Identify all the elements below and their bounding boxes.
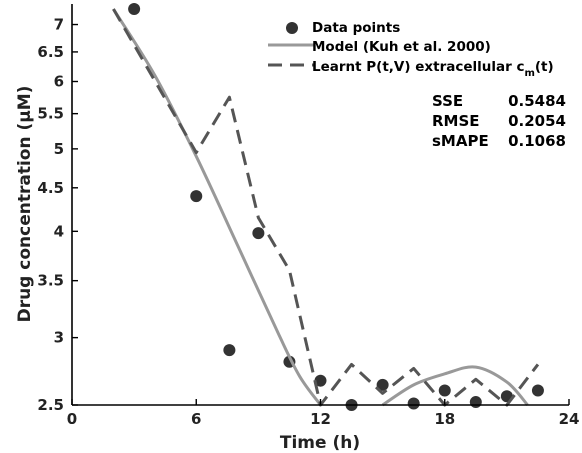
y-tick-label: 5: [54, 140, 64, 158]
legend: Data points Model (Kuh et al. 2000) Learnt…: [268, 20, 554, 79]
y-axis-title: Drug concentration (μM): [15, 86, 35, 323]
y-tick-label: 5.5: [37, 105, 64, 123]
data-point-marker: [469, 396, 482, 409]
series-layer: [112, 3, 544, 411]
y-tick-label: 4: [54, 222, 64, 240]
legend-label: Data points: [312, 20, 400, 36]
x-axis-title: Time (h): [280, 433, 360, 453]
y-tick-label: 4.5: [37, 179, 64, 197]
stat-value: 0.5484: [508, 92, 566, 110]
learnt-curve: [112, 8, 540, 407]
y-tick-label: 2.5: [37, 396, 64, 414]
legend-label: Learnt P(t,V) extracellular cm(t): [312, 59, 554, 79]
data-point-marker: [314, 374, 327, 387]
legend-label-suffix: (t): [535, 59, 554, 75]
y-tick-label: 3.5: [37, 272, 64, 290]
legend-marker: [286, 22, 298, 34]
x-tick-label: 0: [67, 410, 77, 428]
x-tick-label: 18: [434, 410, 455, 428]
data-point-marker: [223, 344, 236, 357]
data-point-marker: [407, 397, 420, 410]
stat-label: SSE: [432, 92, 463, 110]
stats-annotation: SSE 0.5484 RMSE 0.2054 sMAPE 0.1068: [432, 92, 566, 150]
y-tick-label: 6: [54, 72, 64, 90]
stat-label: RMSE: [432, 112, 480, 130]
x-tick-label: 6: [191, 410, 201, 428]
x-tick-label: 12: [310, 410, 331, 428]
legend-label-text: Model (Kuh et al. 2000): [312, 39, 491, 55]
x-tick-label: 24: [559, 410, 580, 428]
y-tick-label: 3: [54, 329, 64, 347]
stat-label: sMAPE: [432, 132, 489, 150]
data-point-marker: [376, 378, 389, 391]
data-point-marker: [531, 384, 544, 397]
y-tick-label: 7: [54, 16, 64, 34]
stat-value: 0.2054: [508, 112, 566, 130]
y-tick-label: 6.5: [37, 43, 64, 61]
legend-label-text: Learnt P(t,V) extracellular c: [312, 59, 524, 75]
legend-label-text: Data points: [312, 20, 400, 36]
ticks-layer: 0 6 12 18 24 2.5 3 3.5 4 4.5 5 5.5 6 6.5 7: [37, 16, 579, 428]
data-point-marker: [128, 3, 141, 16]
legend-label-subscript: m: [524, 68, 534, 79]
data-point-marker: [190, 190, 203, 203]
data-point-marker: [252, 227, 265, 240]
stat-value: 0.1068: [508, 132, 566, 150]
model-curve: [381, 365, 529, 407]
data-point-marker: [438, 384, 451, 397]
legend-label: Model (Kuh et al. 2000): [312, 39, 491, 55]
model-curve: [112, 8, 322, 406]
